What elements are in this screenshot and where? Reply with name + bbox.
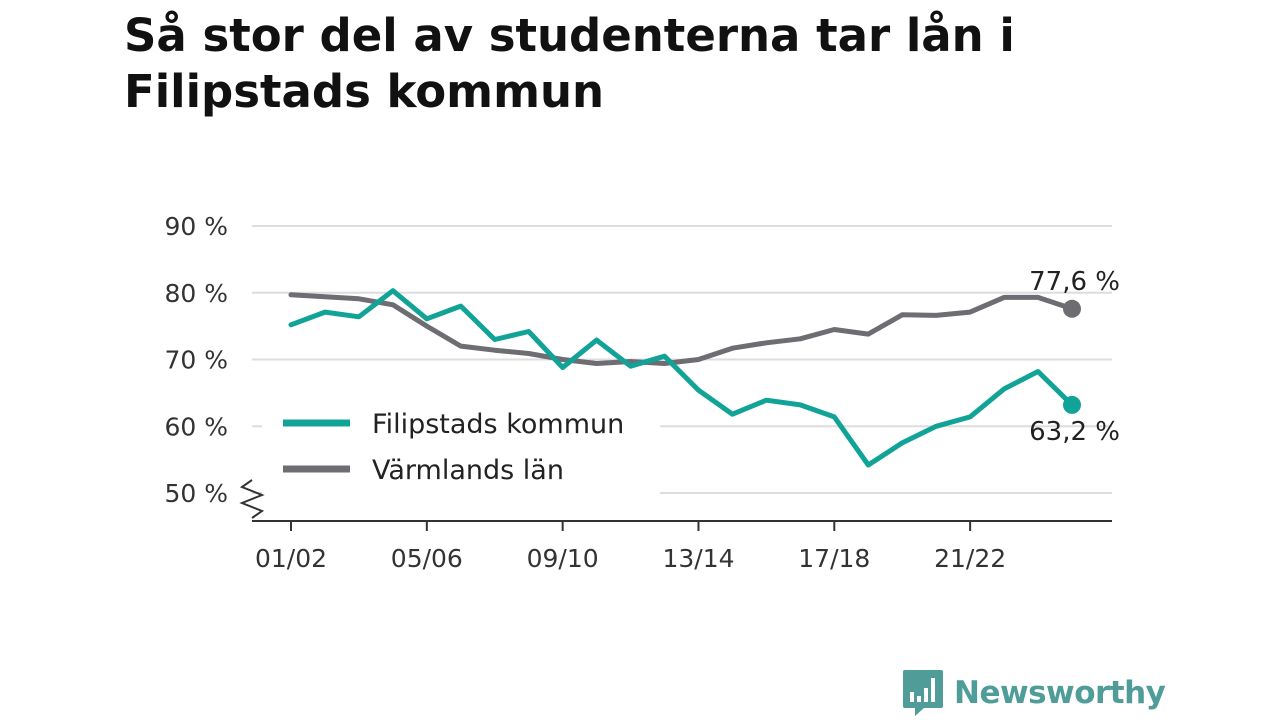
y-tick-label-90: 90 %	[164, 212, 228, 241]
series-end-point-0	[1063, 395, 1081, 414]
series-lines	[288, 288, 1075, 468]
series-line-0	[288, 288, 1075, 468]
y-axis-ticks: 50 % 60 % 70 % 80 % 90 %	[164, 212, 265, 519]
x-tick-label-05/06: 05/06	[391, 544, 463, 573]
legend-label-0: Filipstads kommun	[372, 409, 624, 440]
series-end-label-1: 77,6 %	[1029, 267, 1120, 297]
y-tick-label-70: 70 %	[164, 346, 228, 375]
y-axis-break	[239, 479, 265, 519]
series-line-1	[288, 292, 1075, 366]
x-tick-label-21/22: 21/22	[934, 544, 1006, 573]
x-tick-label-01/02: 01/02	[255, 544, 327, 573]
chart-title: Så stor del av studenterna tar lån i Fil…	[124, 9, 1015, 118]
legend-background	[262, 396, 660, 494]
y-tick-label-50: 50 %	[164, 479, 228, 508]
newsworthy-logo: Newsworthy	[902, 668, 1166, 718]
legend-label-1: Värmlands län	[372, 455, 564, 486]
x-axis: 01/02 05/06 09/10 13/14 17/18 21/22	[252, 520, 1112, 573]
newsworthy-logo-icon	[903, 670, 943, 716]
x-tick-label-17/18: 17/18	[798, 544, 870, 573]
series-end-point-1	[1063, 299, 1081, 318]
y-tick-label-60: 60 %	[164, 412, 228, 441]
legend: Filipstads kommun Värmlands län	[262, 396, 660, 494]
brand-name: Newsworthy	[954, 675, 1166, 711]
series-end-label-0: 63,2 %	[1029, 417, 1120, 447]
series-end-points: 77,6 % 63,2 %	[1029, 267, 1120, 447]
x-tick-label-09/10: 09/10	[527, 544, 599, 573]
x-tick-label-13/14: 13/14	[662, 544, 734, 573]
y-tick-label-80: 80 %	[164, 279, 228, 308]
